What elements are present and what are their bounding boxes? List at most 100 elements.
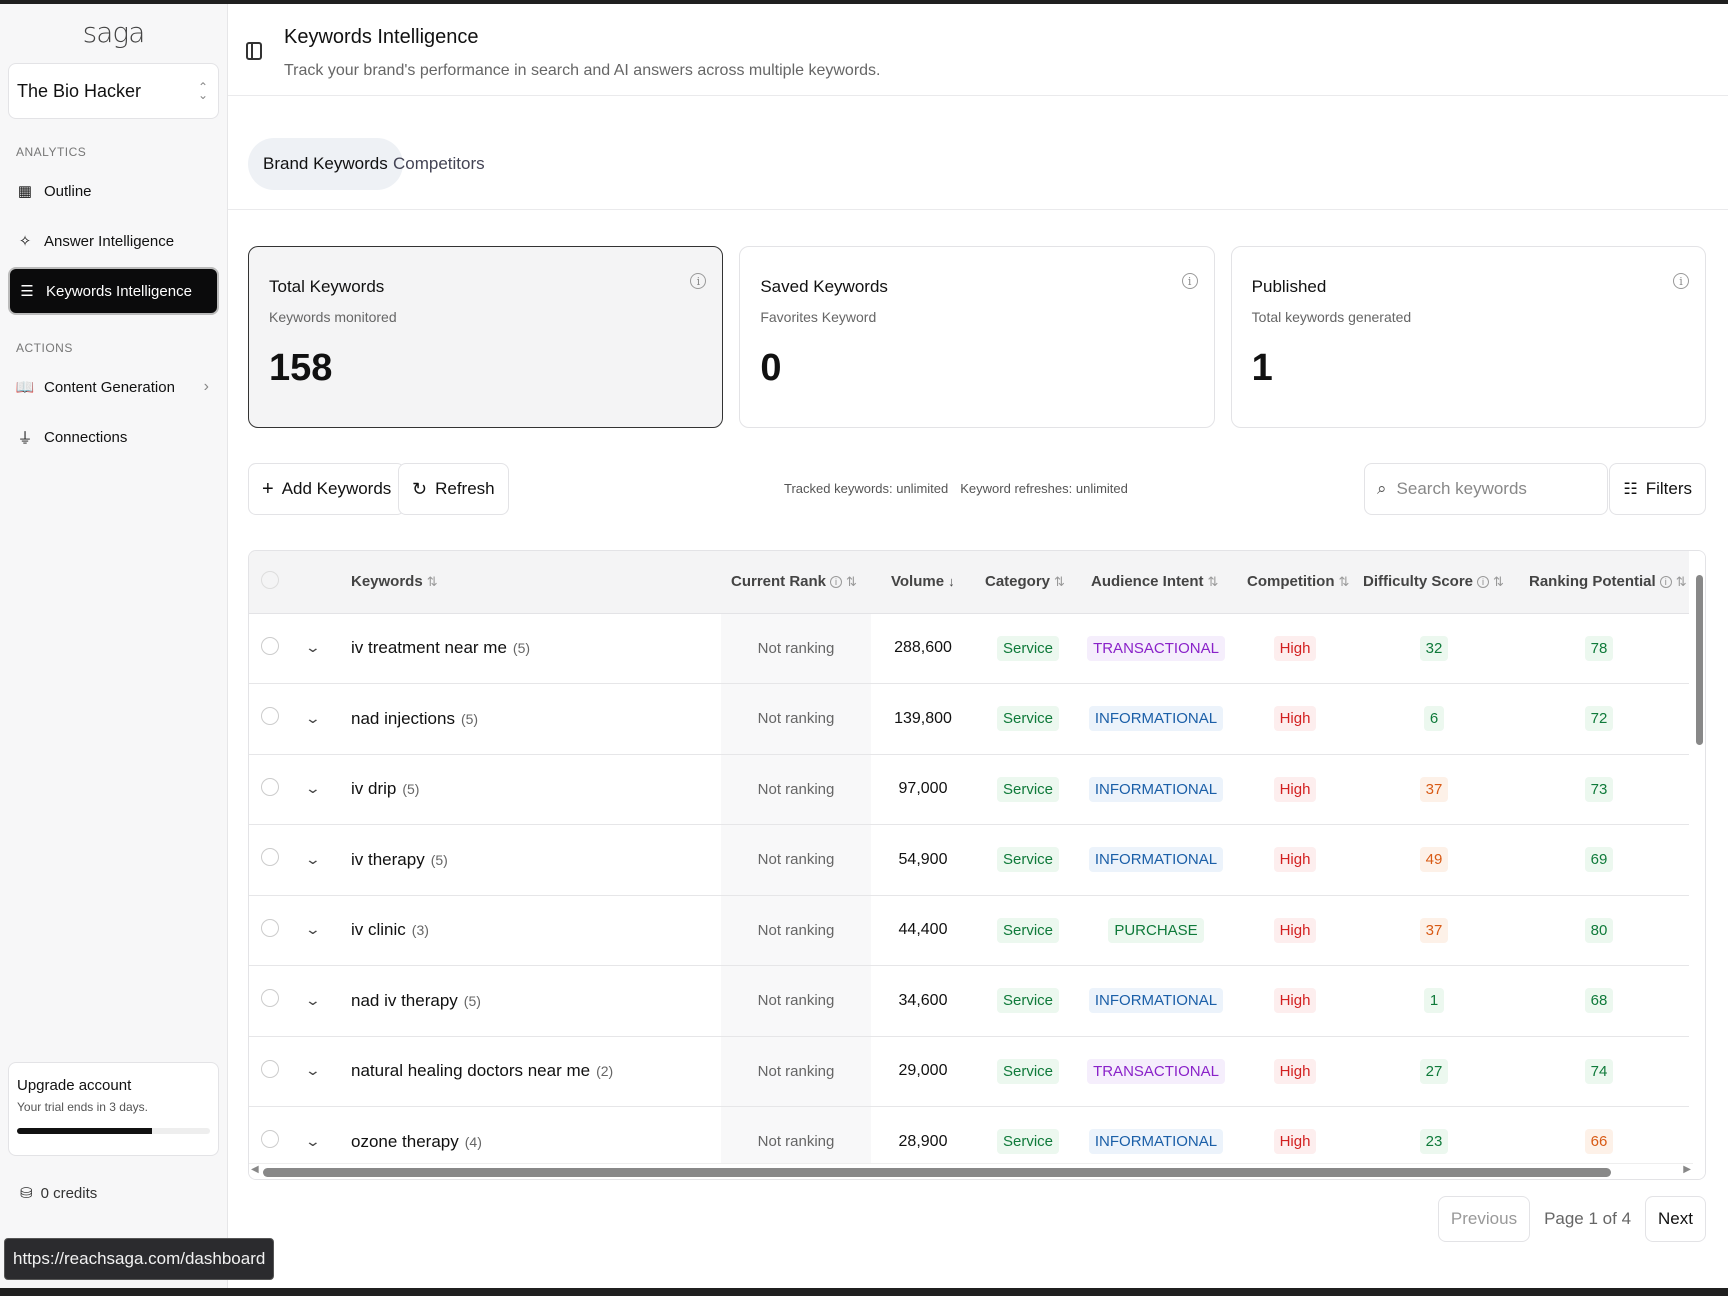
expand-cell[interactable]: ⌄ [289,825,351,896]
sort-icon[interactable]: ⇅ [846,574,857,590]
sort-desc-icon[interactable]: ↓ [948,574,955,590]
upgrade-card[interactable]: Upgrade account Your trial ends in 3 day… [8,1062,219,1156]
published-card[interactable]: Published Total keywords generated 1 i [1230,246,1706,428]
filters-button[interactable]: ☷ Filters [1609,463,1706,515]
row-select-radio[interactable] [261,989,279,1008]
tab-brand-keywords[interactable]: Brand Keywords [248,138,403,190]
expand-cell[interactable]: ⌄ [289,684,351,755]
col-category[interactable]: Category ⇅ [975,551,1081,614]
keyword-cell[interactable]: ozone therapy (4) [351,1107,721,1178]
row-select-radio[interactable] [261,848,279,867]
col-current-rank[interactable]: Current Rank i ⇅ [721,551,871,614]
chevron-down-icon[interactable]: ⌄ [304,1132,322,1149]
select-all-header[interactable] [249,551,289,614]
select-cell[interactable] [249,825,289,896]
row-select-radio[interactable] [261,636,279,655]
previous-page-button[interactable]: Previous [1437,1196,1531,1242]
tab-competitors[interactable]: Competitors [393,154,485,173]
keyword-cell[interactable]: iv clinic (3) [351,895,721,966]
scroll-right-arrow[interactable]: ▶ [1683,1164,1691,1175]
sidebar-item-connections[interactable]: ⏚ Connections [8,413,219,461]
col-competition[interactable]: Competition ⇅ [1231,551,1359,614]
saga-logo[interactable]: saga [82,16,146,49]
expand-cell[interactable]: ⌄ [289,895,351,966]
info-icon[interactable]: i [1659,576,1672,589]
expand-cell[interactable]: ⌄ [289,613,351,684]
row-select-radio[interactable] [261,1130,279,1149]
sort-icon[interactable]: ⇅ [1054,574,1065,590]
sort-icon[interactable]: ⇅ [1338,574,1350,590]
info-icon[interactable]: i [1672,273,1689,289]
row-select-radio[interactable] [261,1059,279,1078]
table-row[interactable]: ⌄ natural healing doctors near me (2) Not r… [249,1036,1689,1107]
sidebar-toggle-icon[interactable] [246,42,262,60]
competition-badge: High [1273,635,1317,661]
expand-cell[interactable]: ⌄ [289,1107,351,1178]
select-cell[interactable] [249,684,289,755]
col-difficulty-score[interactable]: Difficulty Score i ⇅ [1359,551,1509,614]
select-cell[interactable] [249,1107,289,1178]
table-row[interactable]: ⌄ ozone therapy (4) Not ranking 28,900 Servic… [249,1106,1689,1178]
select-cell[interactable] [249,966,289,1037]
col-volume[interactable]: Volume ↓ [871,551,975,614]
info-icon[interactable]: i [830,576,843,589]
row-select-radio[interactable] [261,707,279,726]
sort-icon[interactable]: ⇅ [1207,574,1219,590]
sidebar-item-content-generation[interactable]: 📖 Content Generation › [8,363,219,411]
chevron-down-icon[interactable]: ⌄ [304,921,322,938]
table-row[interactable]: ⌄ iv clinic (3) Not ranking 44,400 Service PUR… [249,895,1689,966]
select-cell[interactable] [249,895,289,966]
sort-icon[interactable]: ⇅ [1675,574,1687,590]
table-row[interactable]: ⌄ nad iv therapy (5) Not ranking 34,600 Servi… [249,965,1689,1037]
row-select-radio[interactable] [261,777,279,796]
saved-keywords-card[interactable]: Saved Keywords Favorites Keyword 0 i [739,246,1215,428]
select-cell[interactable] [249,1036,289,1107]
expand-cell[interactable]: ⌄ [289,754,351,825]
scroll-thumb[interactable] [263,1168,1611,1177]
sort-icon[interactable]: ⇅ [1493,574,1504,590]
chevron-down-icon[interactable]: ⌄ [304,1062,322,1079]
sort-icon[interactable]: ⇅ [426,574,438,590]
sidebar-item-keywords-intelligence[interactable]: ☰ Keywords Intelligence [8,267,219,315]
refresh-button[interactable]: ↻ Refresh [398,463,509,515]
expand-cell[interactable]: ⌄ [289,1036,351,1107]
col-ranking-potential[interactable]: Ranking Potential i ⇅ [1509,551,1689,614]
info-icon[interactable]: i [690,273,707,289]
info-icon[interactable]: i [1181,273,1198,289]
add-keywords-button[interactable]: + Add Keywords [248,463,406,515]
chevron-down-icon[interactable]: ⌄ [304,780,322,797]
select-cell[interactable] [249,754,289,825]
horizontal-scrollbar[interactable]: ◀ ▶ [249,1163,1693,1179]
table-row[interactable]: ⌄ iv drip (5) Not ranking 97,000 Service INFOR… [249,754,1689,825]
sidebar-item-answer-intelligence[interactable]: ✧ Answer Intelligence [8,217,219,265]
select-cell[interactable] [249,613,289,684]
table-row[interactable]: ⌄ iv treatment near me (5) Not ranking 288,6… [249,613,1689,684]
keyword-cell[interactable]: nad iv therapy (5) [351,966,721,1037]
keyword-cell[interactable]: iv drip (5) [351,754,721,825]
chevron-down-icon[interactable]: ⌄ [304,709,322,726]
col-keywords[interactable]: Keywords ⇅ [351,551,721,614]
keyword-cell[interactable]: iv therapy (5) [351,825,721,896]
table-row[interactable]: ⌄ nad injections (5) Not ranking 139,800 Serv… [249,683,1689,755]
table-row[interactable]: ⌄ iv therapy (5) Not ranking 54,900 Service IN… [249,824,1689,896]
sidebar-item-outline[interactable]: ▦ Outline [8,167,219,215]
keyword-cell[interactable]: iv treatment near me (5) [351,613,721,684]
search-input[interactable] [1396,479,1577,499]
col-audience-intent[interactable]: Audience Intent ⇅ [1081,551,1231,614]
total-keywords-card[interactable]: Total Keywords Keywords monitored 158 i [248,246,724,428]
row-select-radio[interactable] [261,918,279,937]
next-page-button[interactable]: Next [1645,1196,1706,1242]
info-icon[interactable]: i [1477,576,1490,589]
scroll-left-arrow[interactable]: ◀ [251,1164,259,1175]
org-switcher[interactable]: The Bio Hacker ⌃ ⌄ [8,63,219,119]
search-box[interactable]: ⌕ [1364,463,1608,515]
scroll-thumb[interactable] [1696,575,1703,745]
keyword-cell[interactable]: nad injections (5) [351,684,721,755]
chevron-down-icon[interactable]: ⌄ [304,639,322,656]
select-all-radio[interactable] [261,570,279,589]
expand-cell[interactable]: ⌄ [289,966,351,1037]
keyword-cell[interactable]: natural healing doctors near me (2) [351,1036,721,1107]
chevron-down-icon[interactable]: ⌄ [304,991,322,1008]
chevron-down-icon[interactable]: ⌄ [304,850,322,867]
vertical-scrollbar[interactable] [1693,551,1705,1179]
